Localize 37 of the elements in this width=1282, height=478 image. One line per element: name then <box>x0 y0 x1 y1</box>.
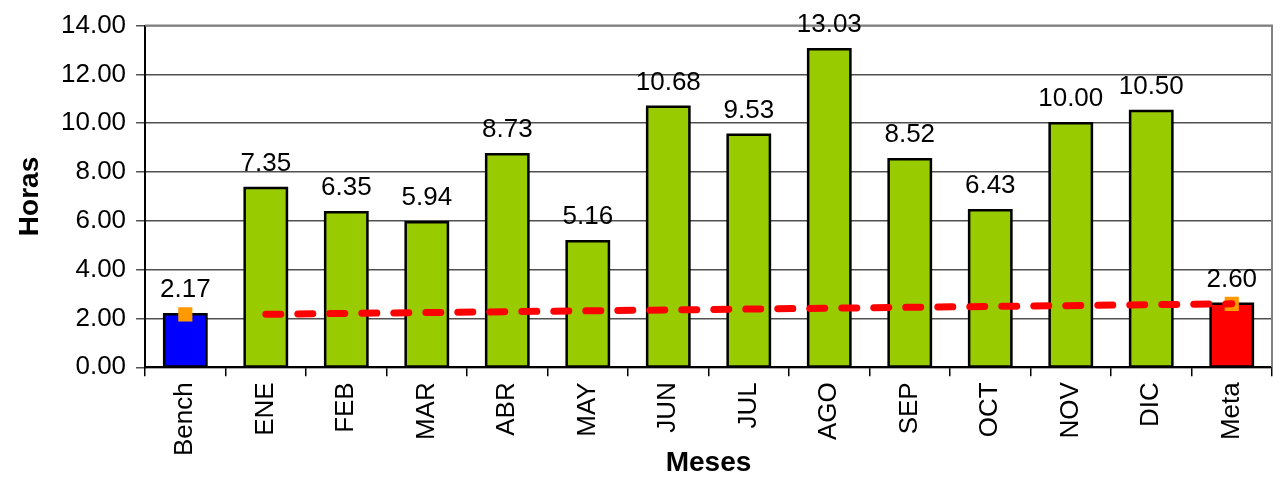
x-tick-label: Bench <box>168 382 199 457</box>
y-tick-label: 10.00 <box>60 106 127 137</box>
data-label: 7.35 <box>240 146 292 177</box>
data-label: 13.03 <box>796 8 862 39</box>
x-tick-label: MAR <box>409 382 440 441</box>
data-label: 2.60 <box>1206 262 1258 293</box>
data-label: 6.43 <box>964 169 1016 200</box>
x-tick-label: MAY <box>570 382 601 437</box>
data-label: 10.68 <box>635 65 701 96</box>
data-label: 10.00 <box>1038 82 1104 113</box>
x-tick-label: ABR <box>490 382 521 436</box>
data-label: 10.50 <box>1118 70 1184 101</box>
y-tick-label: 12.00 <box>60 57 127 88</box>
data-label: 8.52 <box>884 118 936 149</box>
x-axis-title: Meses <box>665 445 752 477</box>
x-tick-label: Meta <box>1214 381 1245 441</box>
y-tick-label: 6.00 <box>75 204 127 235</box>
data-label: 6.35 <box>321 171 372 202</box>
x-tick-label: OCT <box>973 382 1004 438</box>
y-tick-label: 8.00 <box>75 155 127 186</box>
x-tick-label: SEP <box>892 382 923 435</box>
data-label: 9.53 <box>723 93 775 124</box>
y-tick-label: 4.00 <box>75 252 127 283</box>
x-tick-label: FEB <box>329 382 360 433</box>
x-tick-label: NOV <box>1053 381 1084 439</box>
x-tick-label: ENE <box>248 382 279 436</box>
y-tick-label: 0.00 <box>75 350 127 381</box>
x-tick-label: JUL <box>731 382 762 429</box>
x-tick-label: JUN <box>651 382 682 433</box>
y-tick-label: 14.00 <box>60 8 127 39</box>
x-tick-label: AGO <box>812 382 843 441</box>
data-label: 5.94 <box>401 181 453 212</box>
y-tick-label: 2.00 <box>75 301 127 332</box>
y-axis-title: Horas <box>12 156 44 237</box>
x-tick-label: DIC <box>1134 382 1165 428</box>
data-label: 2.17 <box>160 273 211 304</box>
data-label: 8.73 <box>481 113 533 144</box>
